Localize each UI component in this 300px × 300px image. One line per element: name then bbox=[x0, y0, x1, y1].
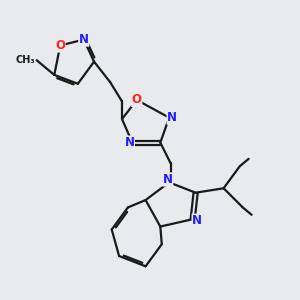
Text: N: N bbox=[124, 136, 134, 149]
Text: O: O bbox=[55, 39, 65, 52]
Text: CH₃: CH₃ bbox=[16, 55, 35, 65]
Text: N: N bbox=[192, 214, 202, 227]
Text: N: N bbox=[167, 111, 177, 124]
Text: O: O bbox=[132, 93, 142, 106]
Text: N: N bbox=[79, 33, 89, 46]
Text: N: N bbox=[163, 173, 173, 186]
